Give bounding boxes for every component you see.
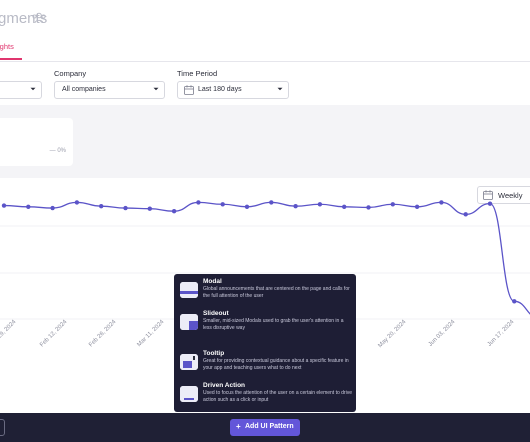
- data-point[interactable]: [99, 203, 104, 209]
- tab-insights[interactable]: ights: [0, 42, 14, 51]
- data-point[interactable]: [74, 200, 80, 205]
- data-point[interactable]: [244, 204, 250, 209]
- page-header: gments ights: [0, 0, 530, 62]
- pattern-title: Tooltip: [203, 350, 225, 357]
- data-point[interactable]: [463, 212, 468, 217]
- summary-card: — 0%: [0, 118, 73, 166]
- x-tick-label: Mar 11, 2024: [136, 319, 165, 348]
- ui-pattern-menu: Modal Global announcements that are cent…: [174, 274, 356, 412]
- pattern-description: Used to focus the attention of the user …: [203, 390, 352, 403]
- data-point[interactable]: [269, 200, 274, 205]
- data-point[interactable]: [26, 204, 31, 209]
- bottom-action-bar: + Add UI Pattern: [0, 413, 530, 442]
- calendar-icon: [184, 85, 194, 95]
- summary-percent: — 0%: [49, 148, 66, 154]
- pattern-title: Driven Action: [203, 382, 246, 389]
- driven-action-icon: [180, 386, 198, 402]
- time-period-select[interactable]: Last 180 days: [177, 81, 289, 99]
- data-point[interactable]: [171, 209, 177, 214]
- granularity-select[interactable]: Weekly: [477, 186, 530, 204]
- tab-active-indicator: [0, 58, 22, 60]
- data-point[interactable]: [50, 205, 55, 211]
- chevron-down-icon: [153, 87, 159, 91]
- filters-bar: Company All companies Time Period Last 1…: [0, 63, 530, 105]
- x-tick-label: Jan 29, 2024: [0, 319, 18, 348]
- time-period-label: Time Period: [177, 69, 218, 78]
- data-point[interactable]: [414, 204, 420, 209]
- slideout-icon: [180, 314, 198, 330]
- pattern-description: Global announcements that are centered o…: [203, 286, 350, 299]
- add-ui-pattern-label: Add UI Pattern: [245, 423, 294, 430]
- data-point[interactable]: [123, 205, 128, 211]
- data-point[interactable]: [390, 202, 395, 207]
- chevron-down-icon: [277, 87, 283, 91]
- plus-icon: +: [236, 422, 241, 431]
- data-point[interactable]: [1, 203, 7, 208]
- data-point[interactable]: [512, 299, 517, 304]
- company-select-value: All companies: [62, 86, 106, 93]
- series-line: [3, 201, 530, 315]
- data-point[interactable]: [196, 200, 201, 205]
- data-point[interactable]: [487, 201, 493, 206]
- pattern-description: Great for providing contextual guidance …: [203, 358, 349, 371]
- x-tick-label: Feb 12, 2024: [39, 319, 69, 349]
- data-point[interactable]: [220, 202, 225, 207]
- data-point[interactable]: [342, 204, 347, 209]
- x-tick-label: May 20, 2024: [377, 319, 407, 349]
- pattern-title: Modal: [203, 278, 222, 285]
- pattern-title: Slideout: [203, 310, 229, 317]
- add-ui-pattern-button[interactable]: + Add UI Pattern: [230, 419, 300, 436]
- data-point[interactable]: [366, 205, 371, 210]
- time-period-value: Last 180 days: [198, 86, 242, 93]
- modal-icon: [180, 282, 198, 298]
- x-tick-label: Jun 17, 2024: [487, 319, 516, 348]
- x-tick-label: Jun 03, 2024: [428, 319, 457, 348]
- company-select[interactable]: All companies: [54, 81, 165, 99]
- pattern-description: Smaller, mid-sized Modals used to grab t…: [203, 318, 344, 331]
- line-chart: Jan 29, 2024 Feb 12, 2024 Feb 26, 2024 Mar …: [0, 200, 530, 349]
- segments-icon: [32, 12, 46, 24]
- chevron-down-icon: [30, 87, 36, 91]
- tooltip-icon: [180, 354, 198, 370]
- data-point[interactable]: [293, 203, 298, 209]
- calendar-icon: [483, 190, 493, 200]
- segment-select[interactable]: [0, 81, 42, 99]
- company-label: Company: [54, 69, 87, 78]
- granularity-value: Weekly: [498, 191, 523, 200]
- series-group: [1, 200, 530, 315]
- data-point[interactable]: [439, 200, 444, 205]
- data-point[interactable]: [317, 202, 323, 207]
- data-point[interactable]: [147, 206, 152, 211]
- secondary-button[interactable]: [0, 419, 5, 436]
- x-tick-label: Feb 26, 2024: [88, 319, 118, 349]
